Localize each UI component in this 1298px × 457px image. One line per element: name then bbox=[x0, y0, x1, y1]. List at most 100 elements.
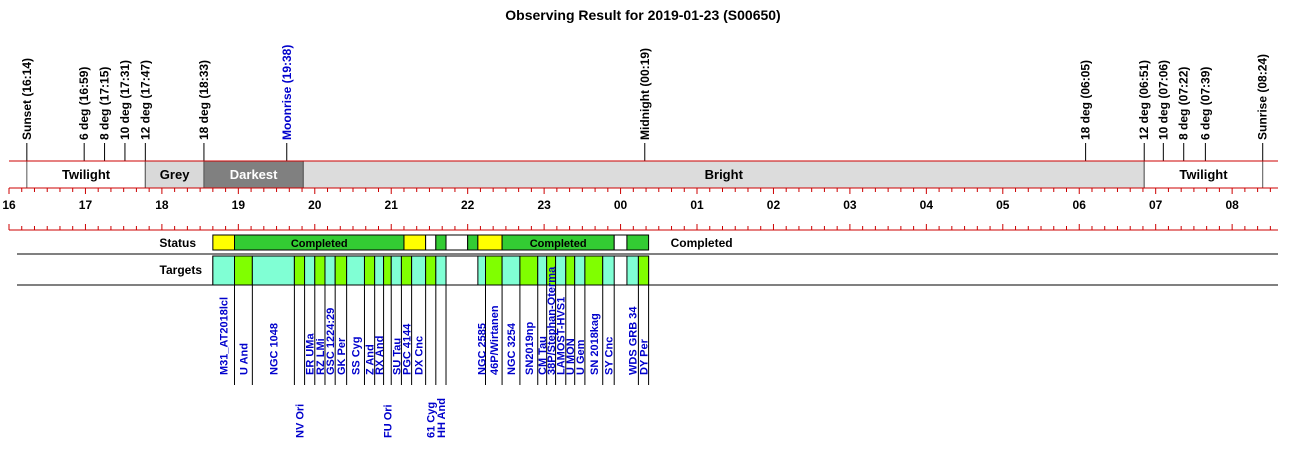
target-label: U And bbox=[238, 343, 250, 375]
axis-tick-label: 08 bbox=[1225, 198, 1239, 212]
status-segment bbox=[425, 234, 437, 251]
target-label: DX Cnc bbox=[414, 336, 426, 375]
target-block bbox=[425, 255, 437, 286]
status-segment bbox=[626, 234, 650, 251]
status-segment-label: Completed bbox=[291, 238, 348, 250]
sky-band-label: Bright bbox=[705, 167, 744, 182]
target-block bbox=[346, 255, 365, 286]
target-block bbox=[314, 255, 326, 286]
status-summary: Completed bbox=[671, 236, 733, 250]
target-label: 38P/Stephan-Oterma bbox=[546, 266, 558, 375]
target-block bbox=[374, 255, 385, 286]
event-label: 8 deg (17:15) bbox=[98, 67, 112, 140]
target-block bbox=[334, 255, 348, 286]
target-block bbox=[555, 255, 567, 286]
target-block bbox=[565, 255, 576, 286]
status-row: Status Completed Completed Completed bbox=[159, 234, 733, 251]
axis-tick-label: 20 bbox=[308, 198, 322, 212]
event-label: 12 deg (17:47) bbox=[138, 60, 152, 140]
status-segment bbox=[212, 234, 236, 251]
status-segment bbox=[445, 234, 469, 251]
target-block bbox=[411, 255, 427, 286]
axis-tick-label: 04 bbox=[920, 198, 934, 212]
event-label: 12 deg (06:51) bbox=[1137, 60, 1151, 140]
event-label: 10 deg (17:31) bbox=[118, 60, 132, 140]
target-label: SN2019np bbox=[524, 322, 536, 375]
target-block bbox=[234, 255, 253, 286]
status-segment bbox=[435, 234, 447, 251]
target-label: RX And bbox=[374, 336, 386, 375]
target-block bbox=[519, 255, 539, 286]
event-label: 6 deg (16:59) bbox=[77, 67, 91, 140]
target-label: SU Tau bbox=[391, 338, 403, 375]
target-label: PGC 4144 bbox=[402, 323, 414, 375]
target-label: NV Ori bbox=[294, 404, 306, 438]
sky-band-label: Darkest bbox=[230, 167, 278, 182]
axis-tick-label: 23 bbox=[537, 198, 551, 212]
target-block bbox=[435, 255, 447, 286]
target-label: RZ LMi bbox=[315, 338, 327, 375]
targets-row: Targets M31_AT2018lcl U And NGC 1048 NV Ori E… bbox=[17, 253, 1278, 438]
target-block bbox=[383, 255, 392, 286]
event-label: Sunset (16:14) bbox=[20, 58, 34, 140]
target-block bbox=[602, 255, 615, 286]
axis-tick-label: 05 bbox=[996, 198, 1010, 212]
event-label: 8 deg (07:22) bbox=[1177, 67, 1191, 140]
target-label: NGC 3254 bbox=[506, 322, 518, 375]
target-label: 46P/Wirtanen bbox=[489, 305, 501, 375]
status-segment bbox=[477, 234, 503, 251]
event-label: Midnight (00:19) bbox=[638, 48, 652, 140]
axis-tick-label: 18 bbox=[155, 198, 169, 212]
axis-tick-label: 07 bbox=[1149, 198, 1163, 212]
axis-tick-label: 00 bbox=[614, 198, 628, 212]
target-label: NGC 2585 bbox=[477, 323, 489, 375]
status-segment bbox=[613, 234, 628, 251]
target-block bbox=[637, 255, 650, 286]
sky-band bbox=[1143, 160, 1264, 189]
target-label: DY Per bbox=[639, 338, 651, 375]
axis-tick-label: 06 bbox=[1073, 198, 1087, 212]
status-row-label: Status bbox=[159, 236, 196, 250]
target-block bbox=[251, 255, 295, 286]
target-label: WDS GRB 34 bbox=[628, 306, 640, 375]
target-label: CM Tau bbox=[537, 336, 549, 375]
target-label: Z And bbox=[365, 344, 377, 375]
event-label: 18 deg (06:05) bbox=[1079, 60, 1093, 140]
target-block bbox=[477, 255, 487, 286]
target-label: U Gem bbox=[575, 339, 587, 375]
event-label: 6 deg (07:39) bbox=[1198, 67, 1212, 140]
target-block bbox=[501, 255, 521, 286]
sky-band-label: Twilight bbox=[62, 167, 111, 182]
target-label: GK Per bbox=[336, 337, 348, 375]
target-label: GSC 1224:29 bbox=[325, 308, 337, 375]
sky-band-label: Twilight bbox=[1179, 167, 1228, 182]
sky-bands: Twilight Grey Darkest Bright Twilight bbox=[9, 160, 1278, 189]
target-label: SN 2018kag bbox=[589, 313, 601, 375]
status-segment bbox=[467, 234, 479, 251]
target-label: NGC 1048 bbox=[268, 323, 280, 375]
axis-tick-label: 03 bbox=[843, 198, 857, 212]
sky-band-label: Grey bbox=[160, 167, 190, 182]
target-block bbox=[626, 255, 639, 286]
target-block bbox=[324, 255, 336, 286]
sky-band bbox=[203, 160, 304, 189]
event-label: 18 deg (18:33) bbox=[197, 60, 211, 140]
axis-tick-label: 17 bbox=[79, 198, 93, 212]
target-block bbox=[574, 255, 586, 286]
axis-tick-label: 02 bbox=[767, 198, 781, 212]
target-block bbox=[400, 255, 413, 286]
target-label: FU Ori bbox=[382, 404, 394, 438]
target-label: SS Cyg bbox=[351, 336, 363, 375]
target-label: M31_AT2018lcl bbox=[219, 297, 231, 375]
target-block bbox=[212, 255, 236, 286]
target-label: ER UMa bbox=[305, 333, 317, 375]
target-label: HH And bbox=[436, 398, 448, 438]
target-block bbox=[304, 255, 316, 286]
chart-title: Observing Result for 2019-01-23 (S00650) bbox=[505, 7, 780, 23]
axis-tick-label: 22 bbox=[461, 198, 475, 212]
time-axis: 16 17 18 19 20 21 22 23 00 01 02 03 04 05 06 07 08 bbox=[2, 188, 1278, 231]
target-block bbox=[390, 255, 402, 286]
event-label: Moonrise (19:38) bbox=[280, 45, 294, 140]
